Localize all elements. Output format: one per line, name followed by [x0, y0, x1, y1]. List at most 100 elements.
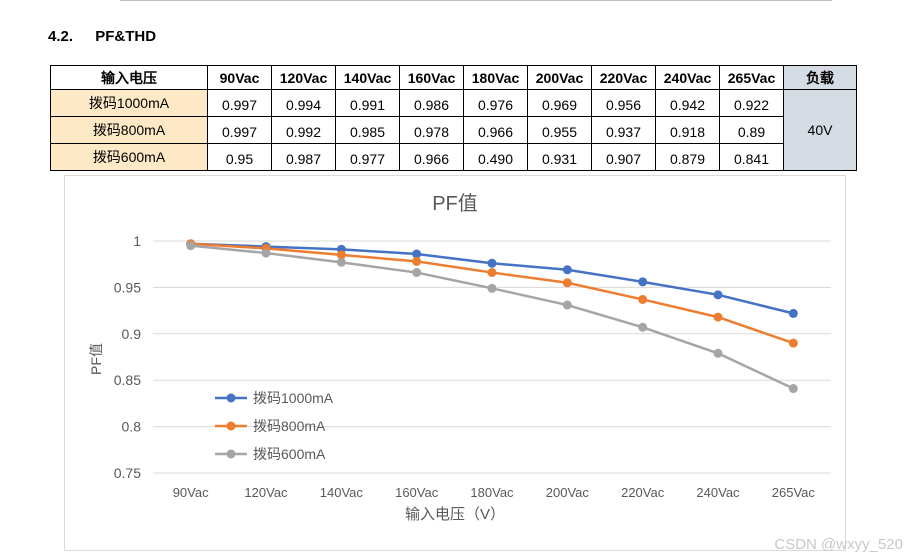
column-header: 140Vac: [335, 65, 400, 90]
data-point: [412, 268, 422, 278]
table-row: 拨码600mA 0.95 0.987 0.977 0.966 0.490 0.9…: [50, 143, 857, 171]
data-point: [487, 283, 497, 293]
data-point: [713, 290, 723, 300]
table-cell: 0.95: [207, 143, 272, 171]
data-point: [487, 258, 497, 268]
data-point: [336, 257, 346, 267]
table-cell: 0.918: [655, 116, 720, 144]
chart-legend: 拨码1000mA 拨码800mA 拨码600mA: [215, 390, 334, 462]
table-cell: 0.978: [399, 116, 464, 144]
x-tick-label: 140Vac: [320, 485, 364, 500]
x-tick-label: 90Vac: [173, 485, 209, 500]
y-tick-label: 0.75: [114, 465, 141, 481]
row-header-cell: 输入电压: [50, 65, 208, 90]
watermark: CSDN @wxyy_520: [774, 536, 903, 553]
pf-line-chart: PF值 0.75 0.8 0.85 0.9 0.95 1 90Vac 120Vac 140Va…: [88, 192, 831, 523]
row-label: 拨码600mA: [50, 143, 208, 171]
data-point: [186, 241, 196, 251]
chart-series: [186, 239, 798, 394]
y-tick-label: 0.95: [114, 279, 141, 295]
y-tick-label: 1: [133, 233, 141, 249]
data-point: [412, 249, 422, 259]
y-tick-label: 0.8: [122, 419, 142, 435]
section-heading: 4.2. PF&THD: [48, 28, 156, 45]
table-cell: 0.966: [399, 143, 464, 171]
top-border-line: [120, 0, 832, 1]
load-header-cell: 负载: [783, 65, 857, 90]
x-axis-ticks: 90Vac 120Vac 140Vac 160Vac 180Vac 200Vac 220Va…: [173, 485, 816, 500]
data-point: [788, 338, 798, 348]
column-header: 120Vac: [271, 65, 336, 90]
data-point: [562, 300, 572, 310]
section-title: PF&THD: [95, 28, 157, 45]
table-row: 拨码800mA 0.997 0.992 0.985 0.978 0.966 0.…: [50, 116, 857, 144]
table-cell: 0.966: [463, 116, 528, 144]
data-point: [788, 384, 798, 394]
legend-label: 拨码800mA: [253, 418, 326, 434]
table-cell: 0.955: [527, 116, 592, 144]
data-point: [713, 348, 723, 358]
data-point: [412, 256, 422, 266]
legend-marker: [226, 393, 236, 403]
row-label: 拨码800mA: [50, 116, 208, 144]
table-cell: 0.841: [719, 143, 784, 171]
table-cell: 0.985: [335, 116, 400, 144]
column-header: 90Vac: [207, 65, 272, 90]
table-cell: 0.987: [271, 143, 336, 171]
column-header: 160Vac: [399, 65, 464, 90]
data-point: [638, 277, 648, 287]
data-point: [261, 248, 271, 258]
table-cell: 0.969: [527, 89, 592, 117]
data-point: [638, 294, 648, 304]
row-label: 拨码1000mA: [50, 89, 208, 117]
pf-table: 输入电压 90Vac 120Vac 140Vac 160Vac 180Vac 2…: [50, 65, 857, 171]
table-cell: 0.956: [591, 89, 656, 117]
table-row: 拨码1000mA 0.997 0.994 0.991 0.986 0.976 0…: [50, 89, 857, 171]
x-tick-label: 180Vac: [470, 485, 514, 500]
data-point: [713, 312, 723, 322]
column-header: 180Vac: [463, 65, 528, 90]
x-tick-label: 240Vac: [696, 485, 740, 500]
legend-label: 拨码600mA: [253, 446, 326, 462]
table-cell: 0.991: [335, 89, 400, 117]
legend-marker: [226, 449, 236, 459]
table-cell: 0.931: [527, 143, 592, 171]
legend-marker: [226, 421, 236, 431]
table-cell: 0.992: [271, 116, 336, 144]
table-cell: 0.986: [399, 89, 464, 117]
x-tick-label: 220Vac: [621, 485, 665, 500]
data-point: [562, 265, 572, 275]
x-axis-label: 输入电压（V）: [405, 506, 505, 523]
y-tick-label: 0.85: [114, 372, 141, 388]
chart-title: PF值: [432, 192, 478, 215]
column-header: 265Vac: [719, 65, 784, 90]
table-cell: 0.907: [591, 143, 656, 171]
data-point: [336, 250, 346, 260]
data-point: [788, 308, 798, 318]
table-header-row: 输入电压 90Vac 120Vac 140Vac 160Vac 180Vac 2…: [50, 65, 857, 90]
pf-chart-container: PF值 0.75 0.8 0.85 0.9 0.95 1 90Vac 120Vac 140Va…: [64, 175, 846, 551]
table-cell: 0.937: [591, 116, 656, 144]
table-cell: 0.997: [207, 116, 272, 144]
x-tick-label: 200Vac: [546, 485, 590, 500]
column-header: 200Vac: [527, 65, 592, 90]
table-cell: 0.490: [463, 143, 528, 171]
table-cell: 0.89: [719, 116, 784, 144]
column-header: 240Vac: [655, 65, 720, 90]
table-cell: 0.976: [463, 89, 528, 117]
data-point: [638, 322, 648, 332]
table-cell: 0.994: [271, 89, 336, 117]
x-tick-label: 265Vac: [772, 485, 816, 500]
table-cell: 0.922: [719, 89, 784, 117]
x-tick-label: 120Vac: [244, 485, 288, 500]
x-tick-label: 160Vac: [395, 485, 439, 500]
table-cell: 0.997: [207, 89, 272, 117]
load-value-cell: 40V: [783, 89, 857, 171]
y-axis-ticks: 0.75 0.8 0.85 0.9 0.95 1: [114, 233, 141, 481]
legend-label: 拨码1000mA: [253, 390, 334, 406]
y-axis-label: PF值: [88, 343, 104, 375]
data-point: [562, 278, 572, 288]
y-tick-label: 0.9: [122, 326, 142, 342]
data-point: [487, 268, 497, 278]
column-header: 220Vac: [591, 65, 656, 90]
